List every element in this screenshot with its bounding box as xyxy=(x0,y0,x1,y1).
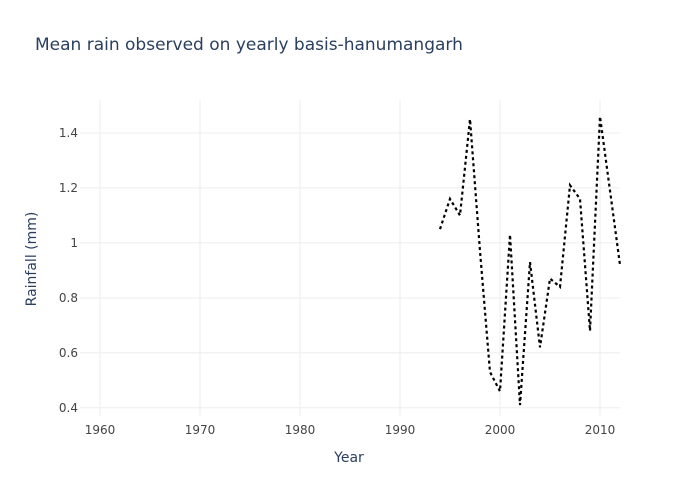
series-layer xyxy=(438,116,622,406)
series-line xyxy=(438,116,622,406)
y-tick-label: 0.6 xyxy=(59,346,78,360)
x-axis-title: Year xyxy=(333,450,364,466)
y-tick-label: 1.2 xyxy=(59,181,78,195)
y-tick-label: 0.4 xyxy=(59,401,78,415)
x-tick-label: 1970 xyxy=(185,423,216,437)
gridlines xyxy=(80,100,620,416)
tick-labels: 1960 1970 1980 1990 2000 2010 0.4 0.6 0.8 1 1.2 1.4 xyxy=(59,126,615,437)
x-tick-label: 1980 xyxy=(285,423,316,437)
x-tick-label: 1990 xyxy=(385,423,416,437)
x-tick-label: 1960 xyxy=(85,423,116,437)
y-axis-title: Rainfall (mm) xyxy=(24,212,40,307)
y-tick-label: 1 xyxy=(70,236,78,250)
x-tick-label: 2000 xyxy=(485,423,516,437)
x-tick-label: 2010 xyxy=(585,423,616,437)
y-tick-label: 1.4 xyxy=(59,126,78,140)
chart-title: Mean rain observed on yearly basis-hanum… xyxy=(35,35,463,55)
y-tick-label: 0.8 xyxy=(59,291,78,305)
